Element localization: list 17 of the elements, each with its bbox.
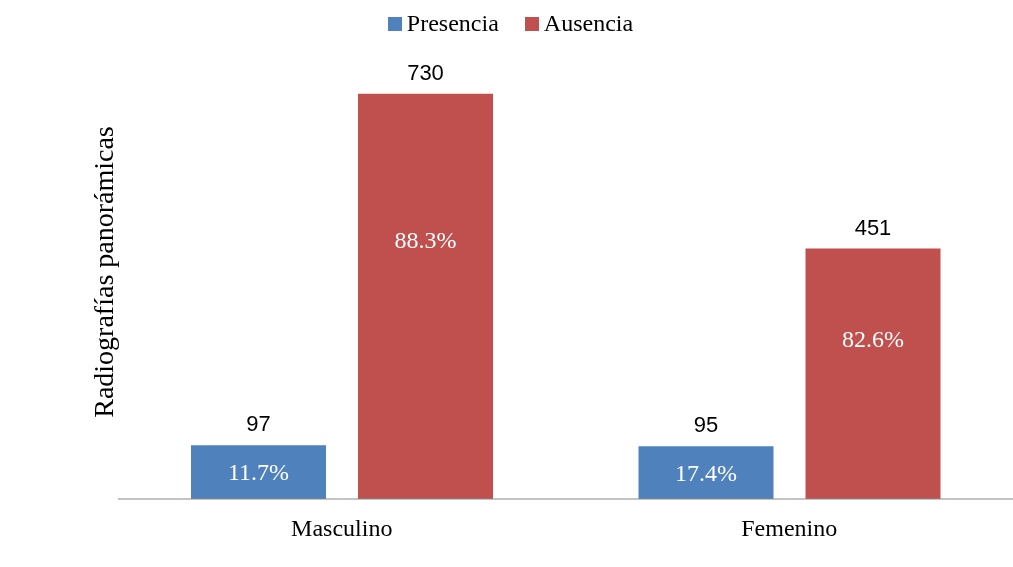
annotation: 11.7% (227, 459, 290, 486)
bar (638, 446, 774, 499)
annotation: 82.6% (842, 325, 904, 352)
bar (191, 445, 326, 499)
data-label: 95 (693, 412, 719, 438)
y-axis-title: Radiografías panorámicas (87, 126, 119, 418)
annotation: 17.4% (675, 459, 737, 486)
bar (805, 248, 941, 499)
legend-label: Presencia (406, 10, 499, 37)
x-tick-label: Femenino (741, 515, 838, 542)
data-label: 451 (854, 214, 892, 240)
bar (358, 93, 493, 499)
data-label: 97 (246, 411, 271, 437)
data-label: 730 (407, 59, 444, 85)
annotation: 88.3% (394, 226, 457, 253)
legend-label: Ausencia (543, 10, 634, 37)
x-tick-label: Masculino (291, 515, 393, 542)
